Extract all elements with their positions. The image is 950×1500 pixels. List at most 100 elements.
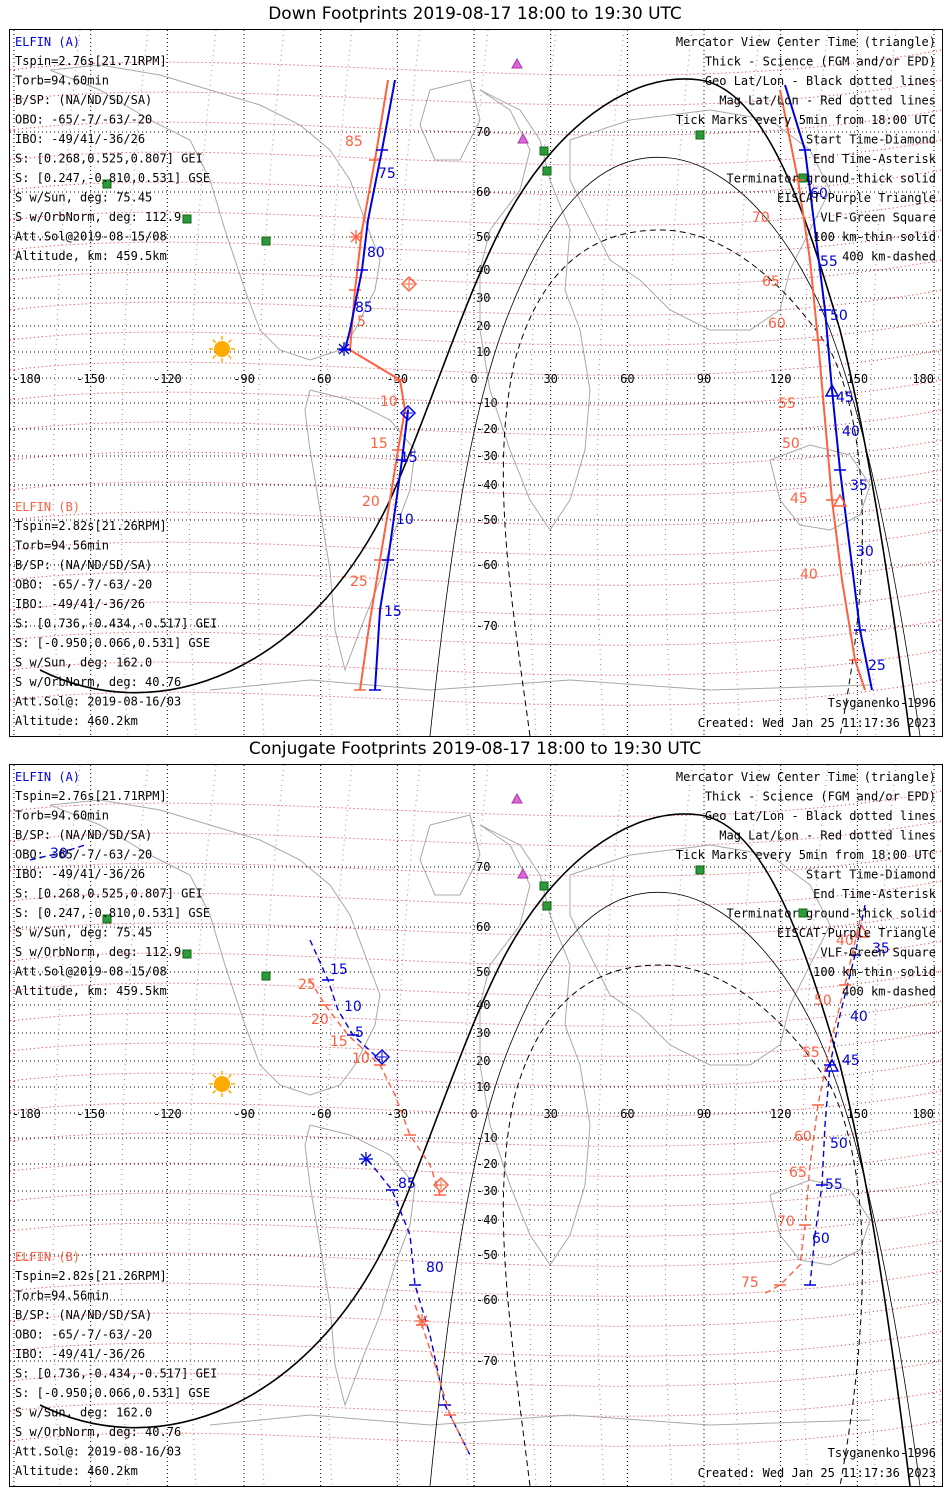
model-label: Tsyganenko-1996 bbox=[828, 696, 936, 710]
lon-tick-label: 0 bbox=[470, 1107, 477, 1121]
elfin-b-info-line: S w/Sun, deg: 162.0 bbox=[15, 656, 152, 670]
elfin-b-end-asterisk bbox=[416, 1315, 428, 1327]
elfin-b-tick-label: 20 bbox=[362, 494, 380, 510]
elfin-b-info-line: Altitude: 460.2km bbox=[15, 1464, 138, 1478]
elfin-b-east-label: 65 bbox=[789, 1165, 807, 1181]
lat-tick-label: -50 bbox=[476, 1248, 498, 1262]
elfin-b-east-label: 70 bbox=[752, 210, 770, 226]
coastline-south-america bbox=[304, 389, 416, 672]
elfin-a-tick-label: 15 bbox=[400, 450, 418, 466]
elfin-a-top-left-track bbox=[29, 844, 86, 861]
lat-tick-label: 20 bbox=[476, 319, 490, 333]
elfin-b-end-asterisk bbox=[350, 231, 362, 243]
elfin-b-info-line: Att.Sol@: 2019-08-16/03 bbox=[15, 1445, 181, 1459]
elfin-b-info-line: S w/Sun, deg: 162.0 bbox=[15, 1406, 152, 1420]
legend-line: Mag Lat/Lon - Red dotted lines bbox=[719, 94, 936, 108]
lat-tick-label: 60 bbox=[476, 185, 490, 199]
legend-line: Mercator View Center Time (triangle) bbox=[676, 770, 936, 784]
vlf-square bbox=[182, 214, 192, 224]
lon-tick-label: -150 bbox=[76, 372, 105, 386]
lon-tick-label: -180 bbox=[12, 372, 41, 386]
vlf-square bbox=[542, 901, 552, 911]
eiscat-triangle bbox=[511, 57, 523, 69]
elfin-a-east-label: 50 bbox=[830, 1136, 848, 1152]
elfin-a-east-label: 40 bbox=[842, 424, 860, 440]
lon-tick-label: -120 bbox=[153, 372, 182, 386]
lon-tick-label: -60 bbox=[310, 1107, 332, 1121]
elfin-a-info-line: Tspin=2.76s[21.71RPM] bbox=[15, 789, 167, 803]
legend-line: End Time-Asterisk bbox=[813, 887, 937, 901]
elfin-a-east-label: 30 bbox=[856, 544, 874, 560]
legend-line: Start Time-Diamond bbox=[806, 868, 936, 882]
elfin-a-info-line: S: [0.247,-0.810,0.531] GSE bbox=[15, 171, 210, 185]
created-label: Created: Wed Jan 25 11:17:36 2023 bbox=[698, 716, 936, 730]
elfin-a-center-triangle bbox=[824, 383, 840, 397]
terminator-100km-line bbox=[429, 891, 921, 1486]
vlf-square bbox=[539, 146, 549, 156]
lon-tick-label: 90 bbox=[697, 1107, 711, 1121]
legend-line: Geo Lat/Lon - Black dotted lines bbox=[705, 809, 936, 823]
elfin-a-tick-label: 85 bbox=[355, 300, 373, 316]
elfin-a-tick-label: 80 bbox=[367, 245, 385, 261]
legend-line: EISCAT-Purple Triangle bbox=[777, 191, 936, 205]
elfin-a-tick-label: 30 bbox=[50, 846, 68, 862]
elfin-b-east-label: 50 bbox=[814, 993, 832, 1009]
elfin-a-info-line: Tspin=2.76s[21.71RPM] bbox=[15, 54, 167, 68]
elfin-a-west-track bbox=[309, 939, 381, 1061]
elfin-b-info-line: B/SP: (NA/ND/SD/SA) bbox=[15, 558, 152, 572]
elfin-a-east-label: 40 bbox=[850, 1009, 868, 1025]
sun-ray bbox=[212, 354, 217, 359]
elfin-a-info-line: B/SP: (NA/ND/SD/SA) bbox=[15, 828, 152, 842]
elfin-b-center-triangle bbox=[832, 493, 848, 507]
mag-lon-line bbox=[732, 30, 761, 736]
eiscat-triangle bbox=[511, 792, 523, 804]
lat-tick-label: -60 bbox=[476, 558, 498, 572]
elfin-a-info-line: S w/Sun, deg: 75.45 bbox=[15, 926, 152, 940]
lon-tick-label: -30 bbox=[386, 1107, 408, 1121]
elfin-b-info-line: IBO: -49/41/-36/26 bbox=[15, 597, 145, 611]
elfin-a-info-line: IBO: -49/41/-36/26 bbox=[15, 132, 145, 146]
elfin-a-info-line: Att.Sol@2019-08-15/08 bbox=[15, 230, 167, 244]
mag-lon-line bbox=[664, 30, 693, 736]
elfin-a-east-label: 55 bbox=[825, 1177, 843, 1193]
mag-lon-line bbox=[936, 1034, 942, 1458]
elfin-b-info-line: S w/OrbNorm, deg: 40.76 bbox=[15, 675, 181, 689]
elfin-b-east-label: 75 bbox=[741, 1275, 759, 1291]
elfin-a-tick-label: 15 bbox=[384, 604, 402, 620]
elfin-a-east-label: 60 bbox=[812, 1231, 830, 1247]
elfin-b-west-track bbox=[309, 979, 441, 1196]
elfin-b-info-line: B/SP: (NA/ND/SD/SA) bbox=[15, 1308, 152, 1322]
coastline-greenland bbox=[419, 79, 481, 161]
elfin-b-tick-label: 85 bbox=[345, 134, 363, 150]
elfin-b-title: ELFIN (B) bbox=[15, 1250, 80, 1264]
lat-tick-label: 60 bbox=[476, 920, 490, 934]
legend-line: 400 km-dashed bbox=[842, 985, 936, 999]
elfin-a-info-line: Altitude, km: 459.5km bbox=[15, 249, 167, 263]
lat-tick-label: 70 bbox=[476, 125, 490, 139]
sun-ray bbox=[212, 339, 217, 344]
sun-ray bbox=[227, 354, 232, 359]
legend-line: Terminator ground-thick solid bbox=[726, 907, 936, 921]
sun-icon bbox=[214, 1076, 230, 1092]
lon-tick-label: -60 bbox=[310, 372, 332, 386]
elfin-a-tick-label: 15 bbox=[330, 962, 348, 978]
vlf-square bbox=[102, 914, 112, 924]
mag-lon-line bbox=[392, 30, 421, 736]
terminator-ground-line bbox=[39, 813, 911, 1486]
legend-line: Tick Marks every 5min from 18:00 UTC bbox=[676, 113, 936, 127]
vlf-square bbox=[695, 130, 705, 140]
lon-tick-label: -90 bbox=[233, 1107, 255, 1121]
legend-line: Terminator ground-thick solid bbox=[726, 172, 936, 186]
elfin-a-tick-label: 5 bbox=[355, 1025, 364, 1041]
elfin-b-tick-label: 10 bbox=[380, 394, 398, 410]
elfin-b-info-line: S w/OrbNorm, deg: 40.76 bbox=[15, 1425, 181, 1439]
sun-ray bbox=[227, 1089, 232, 1094]
coastline-australia bbox=[769, 1179, 871, 1266]
elfin-b-info-line: OBO: -65/-7/-63/-20 bbox=[15, 1328, 152, 1342]
legend-line: 100 km-thin solid bbox=[813, 230, 936, 244]
mag-lon-line bbox=[324, 30, 353, 736]
mag-lon-line bbox=[800, 30, 829, 736]
elfin-a-east-label: 60 bbox=[810, 186, 828, 202]
elfin-b-info-line: Torb=94.56min bbox=[15, 1289, 109, 1303]
lon-tick-label: 180 bbox=[912, 372, 934, 386]
